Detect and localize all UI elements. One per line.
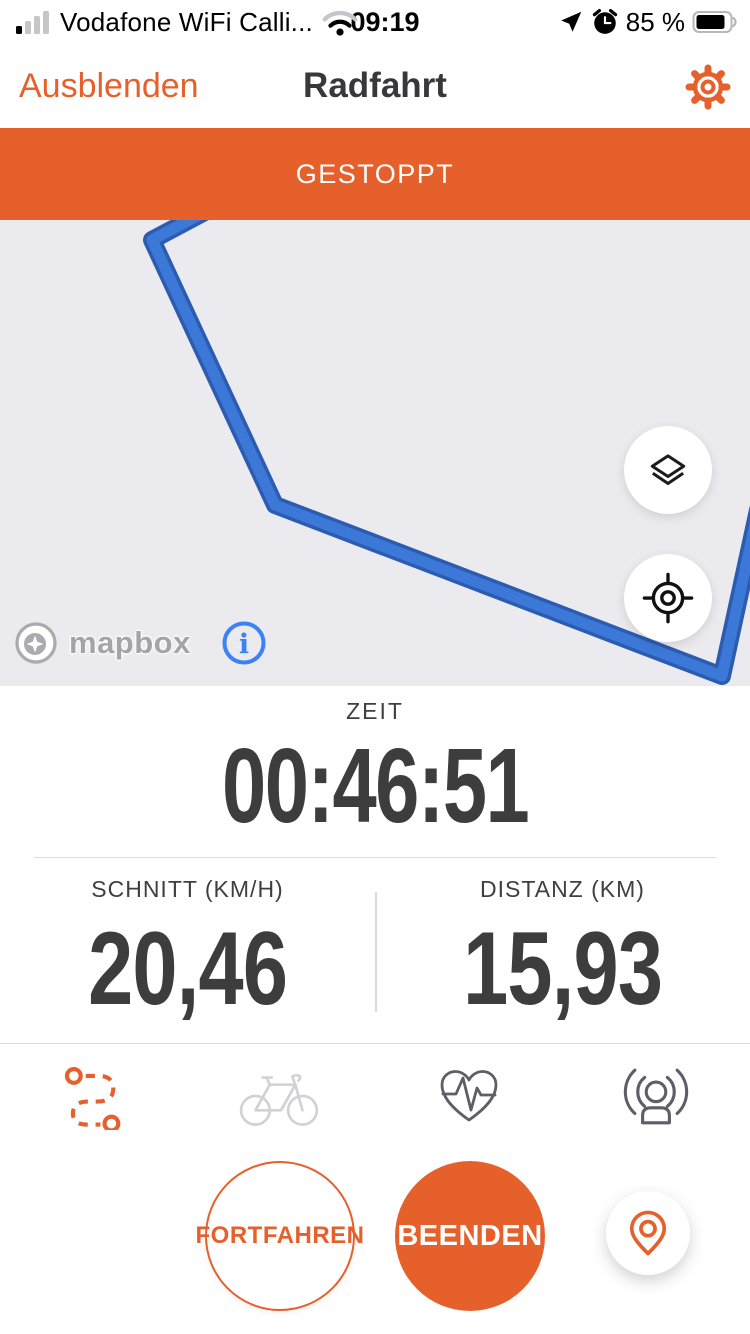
map-layers-button[interactable]: [624, 426, 712, 514]
map-attribution: mapbox i: [15, 620, 267, 666]
time-stat-label: ZEIT: [346, 698, 404, 724]
avg-speed-label: SCHNITT (KM/H): [91, 876, 284, 902]
map-pin-icon: [629, 1210, 667, 1256]
mapbox-logo-icon[interactable]: [15, 622, 57, 664]
bike-icon: [239, 1073, 319, 1126]
tab-route[interactable]: [0, 1044, 188, 1150]
status-bar: 09:19 Vodafone WiFi Calli...: [0, 0, 750, 44]
activity-status-banner: GESTOPPT: [0, 128, 750, 220]
layers-icon: [650, 454, 686, 486]
waypoint-button[interactable]: [606, 1191, 690, 1275]
route-icon: [64, 1066, 121, 1130]
gear-icon[interactable]: [684, 63, 732, 111]
action-bar: FORTFAHREN BEENDEN: [0, 1150, 750, 1334]
map-locate-button[interactable]: [624, 554, 712, 642]
activity-status-label: GESTOPPT: [295, 158, 455, 189]
locate-icon: [642, 572, 694, 624]
carrier-label: Vodafone WiFi Calli...: [60, 6, 313, 37]
status-right: 85 %: [558, 0, 738, 44]
wifi-icon: [322, 10, 358, 36]
tab-sensor[interactable]: [563, 1044, 750, 1150]
avg-speed-value: 20,46: [87, 911, 288, 1027]
data-screen-tabs: [0, 1043, 750, 1150]
distance-stat: DISTANZ (KM) 15,93: [375, 876, 750, 1021]
alarm-clock-icon: [592, 8, 617, 34]
tab-heart-rate[interactable]: [375, 1044, 563, 1150]
resume-button[interactable]: FORTFAHREN: [196, 1161, 364, 1311]
status-time: 09:19: [350, 6, 420, 37]
distance-value: 15,93: [462, 911, 663, 1027]
hide-button[interactable]: Ausblenden: [19, 66, 199, 105]
time-stat-value: 00:46:51: [221, 727, 530, 845]
battery-icon: [692, 11, 737, 33]
battery-percent-label: 85 %: [625, 6, 685, 37]
info-icon[interactable]: i: [221, 620, 267, 666]
cell-signal-icon: [16, 11, 49, 34]
tab-bike[interactable]: [188, 1044, 376, 1150]
stats-vertical-divider: [375, 892, 377, 1012]
distance-label: DISTANZ (KM): [480, 876, 645, 902]
sensor-icon: [624, 1068, 689, 1125]
location-arrow-icon: [560, 11, 582, 32]
page-title: Radfahrt: [303, 66, 447, 105]
route-polyline: [143, 220, 750, 685]
mapbox-wordmark[interactable]: mapbox: [69, 625, 191, 660]
map-view[interactable]: mapbox i: [0, 220, 750, 686]
finish-button[interactable]: BEENDEN: [395, 1161, 545, 1311]
heart-rate-icon: [440, 1070, 498, 1122]
avg-speed-stat: SCHNITT (KM/H) 20,46: [0, 876, 375, 1021]
svg-text:i: i: [239, 629, 249, 660]
navigation-bar: Radfahrt Ausblenden: [0, 44, 750, 128]
stats-panel: ZEIT 00:46:51 SCHNITT (KM/H) 20,46 DISTA…: [0, 686, 750, 1043]
stats-divider: [34, 857, 716, 858]
status-left: Vodafone WiFi Calli...: [16, 0, 359, 44]
stats-columns: SCHNITT (KM/H) 20,46 DISTANZ (KM) 15,93: [0, 876, 750, 1021]
